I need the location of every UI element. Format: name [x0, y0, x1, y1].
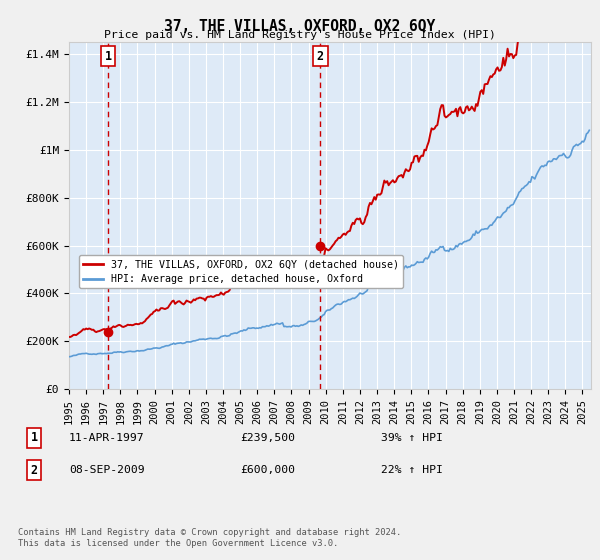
Text: Contains HM Land Registry data © Crown copyright and database right 2024.
This d: Contains HM Land Registry data © Crown c… [18, 528, 401, 548]
Text: 08-SEP-2009: 08-SEP-2009 [69, 465, 145, 475]
Text: £239,500: £239,500 [240, 433, 295, 443]
Text: 22% ↑ HPI: 22% ↑ HPI [381, 465, 443, 475]
Text: 2: 2 [317, 50, 324, 63]
Text: 11-APR-1997: 11-APR-1997 [69, 433, 145, 443]
Legend: 37, THE VILLAS, OXFORD, OX2 6QY (detached house), HPI: Average price, detached h: 37, THE VILLAS, OXFORD, OX2 6QY (detache… [79, 255, 403, 288]
Text: 1: 1 [31, 431, 38, 445]
Text: 37, THE VILLAS, OXFORD, OX2 6QY: 37, THE VILLAS, OXFORD, OX2 6QY [164, 19, 436, 34]
Text: £600,000: £600,000 [240, 465, 295, 475]
Text: 2: 2 [31, 464, 38, 477]
Text: 39% ↑ HPI: 39% ↑ HPI [381, 433, 443, 443]
Text: 1: 1 [104, 50, 112, 63]
Text: Price paid vs. HM Land Registry's House Price Index (HPI): Price paid vs. HM Land Registry's House … [104, 30, 496, 40]
